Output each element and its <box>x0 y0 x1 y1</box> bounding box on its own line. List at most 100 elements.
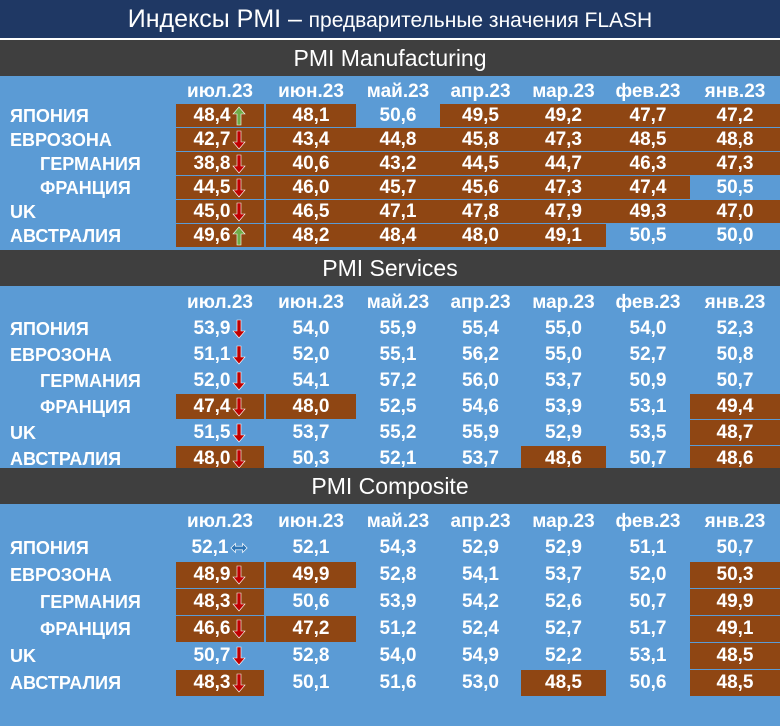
table-cell-value: 48,5 <box>606 128 690 151</box>
cell-value-text: 52,8 <box>379 564 417 585</box>
table-cell-value: 57,2 <box>356 368 440 393</box>
cell-value-text: 52,8 <box>292 645 330 666</box>
cell-value-text: 48,4 <box>379 225 417 246</box>
table-cell-value: 54,9 <box>440 643 521 669</box>
cell-value-text: 48,9 <box>193 564 231 585</box>
table-cell-value: 52,6 <box>521 589 606 615</box>
row-label-country: UK <box>10 646 36 666</box>
table-cell-value: 42,7 <box>176 128 264 151</box>
cell-value-text: 48,0 <box>292 396 330 417</box>
arrow-down-icon <box>232 673 247 693</box>
table-cell-value: 43,4 <box>266 128 356 151</box>
table-cell-value: 47,0 <box>690 200 780 223</box>
cell-value-text: 46,3 <box>629 153 667 174</box>
table-cell-value: 47,3 <box>690 152 780 175</box>
cell-value-text: 48,5 <box>716 645 754 666</box>
table-cell-value: 50,6 <box>606 670 690 696</box>
arrow-down-icon <box>232 371 247 391</box>
row-label-country: ЯПОНИЯ <box>10 538 89 558</box>
table-cell-value: 49,3 <box>606 200 690 223</box>
cell-value-text: 48,3 <box>193 591 231 612</box>
table-cell-value: 45,0 <box>176 200 264 223</box>
cell-value-text: 54,2 <box>462 591 499 612</box>
table-cell-value: 47,8 <box>440 200 521 223</box>
column-header-month: мар.23 <box>532 81 595 102</box>
cell-value-text: 53,7 <box>462 448 499 469</box>
row-label-country: ЕВРОЗОНА <box>10 130 112 150</box>
cell-value-text: 49,3 <box>629 201 667 222</box>
table-cell-value: 48,4 <box>176 104 264 127</box>
table-cell-value: 47,3 <box>521 176 606 199</box>
table-cell-value: 54,6 <box>440 394 521 419</box>
table-cell-value: 55,9 <box>440 420 521 445</box>
column-header-month: май.23 <box>366 511 430 532</box>
table-cell-value: 52,4 <box>440 616 521 642</box>
table-cell-value: 56,0 <box>440 368 521 393</box>
table-cell-value: 49,9 <box>690 589 780 615</box>
table-cell-value: 53,9 <box>176 316 264 341</box>
cell-value-text: 56,0 <box>462 370 499 391</box>
table-cell-value: 44,8 <box>356 128 440 151</box>
cell-value-text: 54,0 <box>379 645 417 666</box>
column-header-month: фев.23 <box>615 81 681 102</box>
cell-value-text: 44,7 <box>545 153 582 174</box>
table-cell-value: 50,7 <box>606 589 690 615</box>
cell-value-text: 53,9 <box>193 318 231 339</box>
cell-value-text: 53,1 <box>629 645 667 666</box>
table-cell-value: 56,2 <box>440 342 521 367</box>
cell-value-text: 57,2 <box>379 370 417 391</box>
table-cell-value: 52,0 <box>266 342 356 367</box>
arrow-up-icon <box>232 106 247 126</box>
table-cell-value: 47,1 <box>356 200 440 223</box>
table-cell-value: 53,7 <box>266 420 356 445</box>
table-cell-value: 48,3 <box>176 589 264 615</box>
table-cell-value: 46,5 <box>266 200 356 223</box>
table-cell-value: 54,0 <box>356 643 440 669</box>
column-header-month: мар.23 <box>532 511 595 532</box>
cell-value-text: 49,1 <box>545 225 582 246</box>
table-cell-value: 51,6 <box>356 670 440 696</box>
table-cell-value: 50,5 <box>690 176 780 199</box>
column-header-month: июн.23 <box>278 81 344 102</box>
cell-value-text: 55,1 <box>379 344 417 365</box>
column-header-month: июн.23 <box>278 511 344 532</box>
cell-value-text: 47,4 <box>193 396 231 417</box>
cell-value-text: 49,6 <box>193 225 231 246</box>
cell-value-text: 52,0 <box>292 344 330 365</box>
cell-value-text: 50,5 <box>629 225 667 246</box>
cell-value-text: 53,7 <box>545 564 582 585</box>
table-cell-value: 53,9 <box>521 394 606 419</box>
column-header-month: мар.23 <box>532 292 595 313</box>
table-cell-value: 44,7 <box>521 152 606 175</box>
cell-value-text: 54,9 <box>462 645 499 666</box>
cell-value-text: 47,2 <box>292 618 330 639</box>
arrow-up-icon <box>232 226 247 246</box>
table-cell-value: 48,0 <box>440 224 521 247</box>
table-cell-value: 54,2 <box>440 589 521 615</box>
arrow-down-icon <box>232 449 247 469</box>
table-cell-value: 53,7 <box>521 368 606 393</box>
cell-value-text: 50,9 <box>629 370 667 391</box>
cell-value-text: 50,7 <box>629 448 667 469</box>
table-cell-value: 50,8 <box>690 342 780 367</box>
cell-value-text: 47,1 <box>379 201 417 222</box>
table-cell-value: 45,6 <box>440 176 521 199</box>
table-cell-value: 52,3 <box>690 316 780 341</box>
cell-value-text: 54,1 <box>462 564 499 585</box>
table-cell-value: 53,5 <box>606 420 690 445</box>
section-table: июл.23 июн.23 май.23 апр.23 мар.23 фев.23 янв.… <box>0 76 780 282</box>
cell-value-text: 51,6 <box>379 672 417 693</box>
cell-value-text: 45,7 <box>379 177 417 198</box>
cell-value-text: 48,0 <box>462 225 499 246</box>
cell-value-text: 54,0 <box>629 318 667 339</box>
cell-value-text: 50,3 <box>292 448 330 469</box>
table-cell-value: 52,8 <box>266 643 356 669</box>
table-cell-value: 45,8 <box>440 128 521 151</box>
cell-value-text: 50,7 <box>716 370 754 391</box>
row-label-country: ГЕРМАНИЯ <box>40 592 141 612</box>
cell-value-text: 51,1 <box>193 344 231 365</box>
cell-value-text: 47,3 <box>545 177 582 198</box>
table-cell-value: 52,2 <box>521 643 606 669</box>
cell-value-text: 53,0 <box>462 672 499 693</box>
